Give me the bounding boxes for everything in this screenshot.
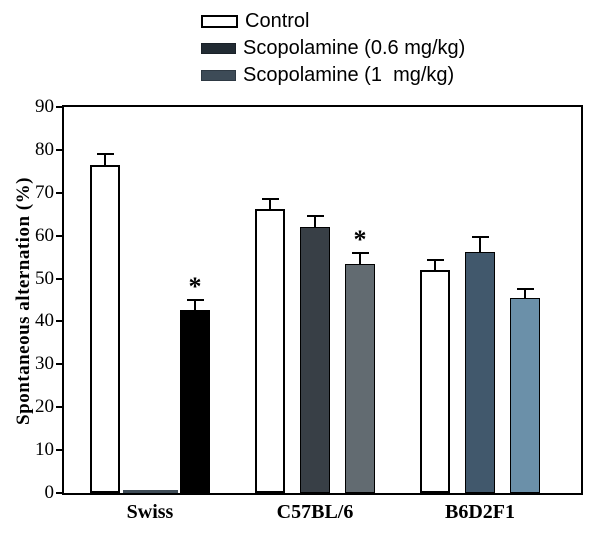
error-bar	[524, 288, 526, 299]
bar-flat-artifact	[123, 490, 178, 493]
y-tick-mark	[56, 363, 62, 366]
y-tick-label: 0	[44, 482, 55, 503]
y-tick-label: 60	[35, 224, 54, 246]
legend-swatch	[201, 70, 236, 81]
significance-asterisk: *	[188, 272, 202, 302]
significance-asterisk: *	[353, 225, 367, 255]
error-bar	[359, 253, 361, 264]
group-label: Swiss	[126, 501, 174, 523]
error-bar-cap	[426, 259, 444, 262]
error-bar-cap	[186, 299, 204, 302]
y-tick-mark	[56, 191, 62, 194]
legend-swatch	[201, 15, 238, 28]
legend-item: Scopolamine (0.6 mg/kg)	[201, 38, 465, 59]
error-bar	[479, 237, 481, 252]
y-tick-mark	[56, 406, 62, 409]
bar	[255, 209, 285, 493]
bar	[300, 227, 330, 493]
legend-item: Scopolamine (1 mg/kg)	[201, 65, 465, 86]
error-bar	[194, 300, 196, 310]
group-label: C57BL/6	[276, 501, 354, 523]
y-tick-label: 90	[35, 96, 54, 117]
y-tick-mark	[56, 106, 62, 108]
y-tick-mark	[56, 277, 62, 280]
bar	[465, 252, 495, 493]
error-bar-cap	[351, 252, 369, 255]
bar	[420, 270, 450, 493]
y-tick-label: 50	[35, 267, 54, 289]
y-tick-mark	[56, 449, 62, 452]
legend-swatch	[201, 43, 236, 54]
group-label: B6D2F1	[445, 501, 515, 523]
error-bar-cap	[261, 197, 279, 200]
error-bar-cap	[516, 287, 534, 290]
error-bar	[269, 198, 271, 209]
y-tick-mark	[56, 492, 62, 494]
legend-label: Scopolamine (0.6 mg/kg)	[243, 37, 466, 59]
chart-legend: Control Scopolamine (0.6 mg/kg) Scopolamin…	[201, 11, 465, 92]
legend-label: Scopolamine (1 mg/kg)	[243, 64, 455, 86]
y-tick-mark	[56, 320, 62, 323]
y-tick-mark	[56, 234, 62, 237]
error-bar-cap	[471, 236, 489, 239]
y-tick-label: 40	[35, 310, 54, 332]
y-tick-label: 80	[35, 138, 54, 160]
legend-label: Control	[245, 10, 310, 32]
bar	[510, 298, 540, 493]
error-bar	[104, 154, 106, 166]
bar	[345, 264, 375, 493]
error-bar	[434, 260, 436, 270]
y-tick-label: 20	[35, 396, 54, 418]
y-tick-label: 30	[35, 353, 54, 375]
y-tick-label: 70	[35, 181, 54, 203]
y-tick-label: 10	[35, 439, 54, 461]
bar	[180, 310, 210, 493]
error-bar-cap	[96, 153, 114, 156]
error-bar-cap	[306, 214, 324, 217]
legend-item: Control	[201, 11, 465, 32]
error-bar	[314, 215, 316, 228]
bar	[90, 165, 120, 493]
y-tick-mark	[56, 148, 62, 151]
